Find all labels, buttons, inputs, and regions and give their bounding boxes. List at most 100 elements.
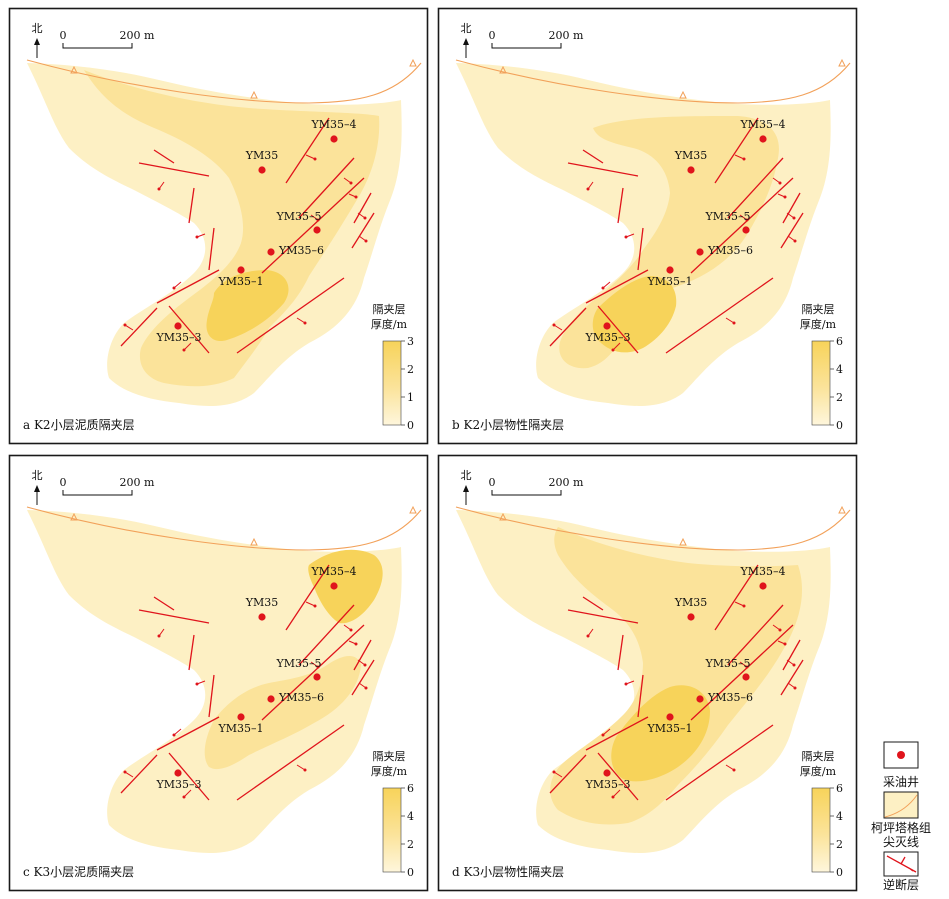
reverse-fault-line (156, 716, 220, 751)
pinchout-triangle (250, 90, 258, 99)
oil-well-marker (237, 266, 245, 274)
well-label: YM35 (245, 596, 279, 609)
legend-tick-label: 1 (407, 391, 414, 404)
fault-arrow (305, 601, 316, 607)
reverse-fault-line (353, 639, 372, 671)
legend-tick-label: 4 (836, 363, 843, 376)
well-label: YM35–1 (646, 275, 692, 288)
well-label: YM35–5 (704, 657, 750, 670)
oil-well-marker (687, 613, 695, 621)
well-label: YM35–1 (217, 722, 263, 735)
well-label: YM35 (674, 149, 708, 162)
panel-caption: c K3小层泥质隔夹层 (23, 865, 134, 879)
pinchout-line (26, 59, 422, 104)
oil-well-marker (603, 322, 611, 330)
oil-well-legend-label: 采油井 (883, 775, 919, 789)
legend-tick-label: 6 (836, 782, 843, 795)
fault-arrow-head (364, 239, 368, 243)
fault-arrow-head (742, 157, 746, 161)
reverse-fault-line (597, 305, 639, 354)
scale-bar (62, 43, 133, 49)
fault-arrow (124, 324, 134, 331)
thickness-zone-medium (84, 70, 380, 387)
fault-arrow (183, 789, 192, 798)
reverse-fault-line (153, 596, 175, 611)
fault-arrow (296, 317, 306, 324)
well-label: YM35 (674, 596, 708, 609)
fault-arrow-head (349, 628, 353, 632)
reverse-fault-line (585, 269, 649, 304)
fault-arrow (612, 789, 621, 798)
reverse-fault-line (351, 659, 375, 696)
fault-arrow-head (778, 181, 782, 185)
pinchout-legend-box (883, 791, 919, 819)
fault-arrow (602, 728, 611, 736)
oil-well-marker (666, 266, 674, 274)
fault-arrow (725, 317, 735, 324)
well-label: YM35–3 (155, 331, 201, 344)
reverse-fault-line (285, 117, 330, 184)
thickness-zone-medium (204, 655, 361, 770)
legend-title-line1: 隔夹层 (802, 750, 835, 763)
fault-arrow (305, 154, 316, 160)
pinchout-line (455, 506, 851, 551)
legend-color-bar (811, 340, 831, 426)
scale-bar (491, 43, 562, 49)
fault-arrow-head (611, 348, 615, 352)
fault-arrow-head (601, 286, 605, 290)
fault-arrow-head (316, 218, 320, 222)
fault-arrow-head (745, 218, 749, 222)
legend-tick-label: 2 (836, 838, 843, 851)
north-arrow-head (34, 38, 40, 45)
well-label: YM35–6 (707, 244, 753, 257)
well-label: YM35–1 (217, 275, 263, 288)
reverse-fault-line (261, 177, 365, 274)
reverse-fault-line (298, 604, 355, 666)
legend-title-line2: 厚度/m (800, 317, 837, 331)
scale-zero-label: 0 (489, 476, 496, 489)
reverse-fault-line (168, 305, 210, 354)
pinchout-triangle (499, 512, 507, 521)
legend-title-line2: 厚度/m (800, 764, 837, 778)
north-label: 北 (461, 469, 472, 482)
fault-arrow-head (123, 323, 127, 327)
panel-caption: a K2小层泥质隔夹层 (23, 418, 135, 432)
fault-arrow-head (624, 235, 628, 239)
fault-arrow-head (313, 604, 317, 608)
oil-well-marker (759, 135, 767, 143)
well-label: YM35–3 (584, 331, 630, 344)
fault-arrow-head (157, 634, 161, 638)
fault-arrow-head (792, 663, 796, 667)
fault-arrow-head (742, 604, 746, 608)
legend-title-line1: 隔夹层 (373, 303, 406, 316)
well-label: YM35–5 (704, 210, 750, 223)
fault-arrow-head (611, 795, 615, 799)
reverse-fault-line (617, 634, 624, 671)
fault-arrow (173, 281, 182, 289)
well-label: YM35–4 (310, 118, 356, 131)
scale-distance-label: 200 m (120, 476, 155, 489)
fault-arrow (734, 601, 745, 607)
oil-well-marker (267, 695, 275, 703)
oil-well-marker (666, 713, 674, 721)
reverse-fault-line (353, 192, 372, 224)
pinchout-triangle (838, 505, 846, 514)
scale-zero-label: 0 (60, 476, 67, 489)
pinchout-legend-label-line2: 尖灭线 (883, 835, 919, 849)
fault-arrow-head (349, 181, 353, 185)
well-label: YM35–4 (310, 565, 356, 578)
reverse-fault-line (208, 674, 215, 718)
scale-distance-label: 200 m (120, 29, 155, 42)
fault-arrow-head (182, 348, 186, 352)
fault-arrow-head (624, 682, 628, 686)
legend-color-bar (382, 340, 402, 426)
reverse-fault-line (727, 157, 784, 219)
fault-arrow (602, 281, 611, 289)
reverse-fault-line (120, 754, 158, 794)
north-arrow-head (34, 485, 40, 492)
well-label: YM35–3 (584, 778, 630, 791)
reverse-fault-line (549, 307, 587, 347)
oil-well-marker (174, 322, 182, 330)
pinchout-line-icon (884, 794, 918, 818)
reverse-fault-line (153, 149, 175, 164)
